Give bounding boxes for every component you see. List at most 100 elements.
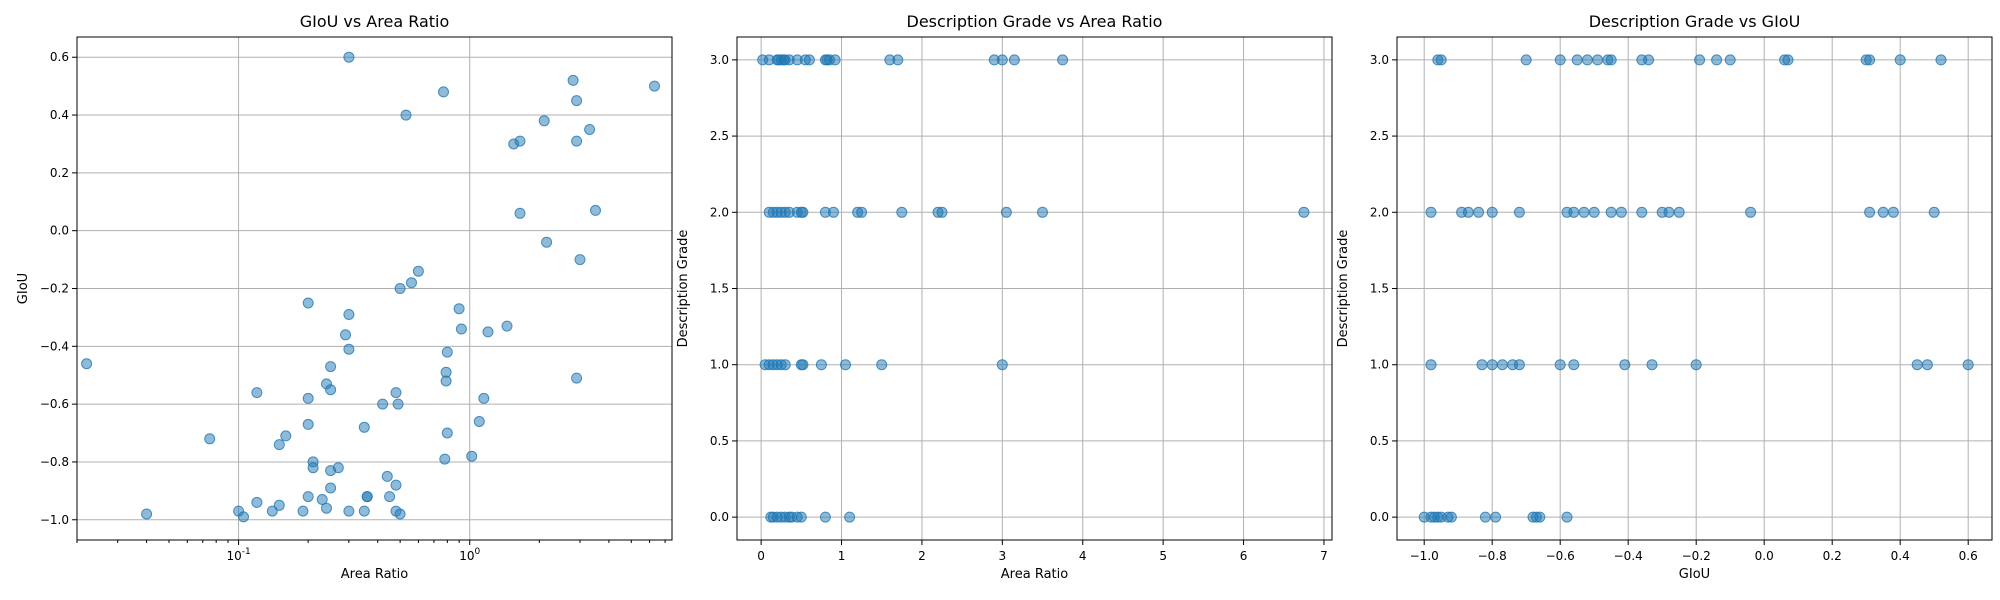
x-tick-label: 0.2 <box>1823 549 1842 563</box>
data-point <box>441 346 453 358</box>
data-point <box>1561 511 1573 523</box>
data-point <box>302 297 314 309</box>
data-point <box>795 511 807 523</box>
chart-panel-2: 0 1 2 3 4 5 6 7 0.0 0.5 1.0 1.5 2.0 2.5 3.0 Description… <box>676 12 1333 582</box>
y-axis-label: Description Grade <box>1336 230 1351 348</box>
data-point <box>1646 359 1658 371</box>
y-tick-label: 0.0 <box>1370 510 1389 524</box>
data-point <box>797 359 809 371</box>
data-point <box>1057 54 1069 66</box>
data-point <box>803 54 815 66</box>
data-point <box>1877 206 1889 218</box>
data-point <box>896 206 908 218</box>
data-point <box>473 416 485 427</box>
data-point <box>316 494 328 505</box>
data-point <box>1643 54 1655 66</box>
x-tick-label: 0.4 <box>1891 549 1910 563</box>
y-tick-label: 0.5 <box>710 434 729 448</box>
x-tick-label: −0.8 <box>1478 549 1507 563</box>
data-point <box>1513 206 1525 218</box>
data-point <box>478 392 490 404</box>
data-point <box>1571 54 1583 66</box>
data-point <box>1605 206 1617 218</box>
x-tick-label: 2 <box>918 549 926 563</box>
data-point <box>1445 511 1457 523</box>
data-point <box>1673 206 1685 218</box>
data-point <box>584 124 596 135</box>
data-point <box>1000 206 1012 218</box>
data-point <box>856 206 868 218</box>
data-point <box>1554 359 1566 371</box>
data-point <box>1690 359 1702 371</box>
data-point <box>1486 206 1498 218</box>
x-tick-label: 7 <box>1320 549 1328 563</box>
data-point <box>251 496 263 508</box>
data-point <box>238 511 249 523</box>
data-point <box>1425 359 1437 371</box>
data-point <box>1894 54 1906 66</box>
data-point <box>797 206 809 218</box>
chart-title: GIoU vs Area Ratio <box>300 12 450 31</box>
chart-panel-1: 10-1 100 −1.0 −0.8 −0.6 −0.4 −0.2 0.0 0.2 0.4 0.6 G… <box>16 12 673 582</box>
data-point <box>571 135 583 147</box>
data-point <box>325 361 337 373</box>
data-point <box>1578 206 1590 218</box>
x-tick-label: 3 <box>999 549 1007 563</box>
y-axis-label: GIoU <box>16 273 31 304</box>
data-point <box>876 359 888 371</box>
data-point <box>571 372 583 384</box>
data-point <box>343 309 355 320</box>
data-point <box>1298 206 1310 218</box>
data-point <box>1435 54 1447 66</box>
data-point <box>1636 206 1648 218</box>
data-point <box>400 109 412 121</box>
data-point <box>466 450 478 462</box>
x-tick-label: −0.4 <box>1614 549 1643 563</box>
data-point <box>514 135 526 147</box>
data-point <box>1911 359 1923 371</box>
x-axis-label: Area Ratio <box>341 567 408 582</box>
data-point <box>1592 54 1604 66</box>
data-point <box>1864 54 1876 66</box>
data-point <box>815 359 827 371</box>
data-point <box>332 462 344 474</box>
plot-frame <box>1396 36 1993 541</box>
x-tick-label: 1 <box>838 549 846 563</box>
data-point <box>1520 54 1532 66</box>
data-point <box>377 398 389 410</box>
data-point <box>1568 359 1580 371</box>
data-point <box>1568 206 1580 218</box>
data-point <box>440 366 452 378</box>
y-tick-label: 1.5 <box>1370 282 1389 296</box>
chart-title: Description Grade vs GIoU <box>1589 12 1801 31</box>
y-tick-label: 2.5 <box>1370 129 1389 143</box>
x-tick-label: −0.6 <box>1546 549 1575 563</box>
data-point <box>204 433 216 445</box>
data-point <box>649 80 660 92</box>
chart-panel-3: −1.0 −0.8 −0.6 −0.4 −0.2 0.0 0.2 0.4 0.6 0.0 0.5 1.… <box>1336 12 1993 582</box>
x-axis-label: Area Ratio <box>1001 567 1068 582</box>
data-point <box>1928 206 1940 218</box>
data-point <box>307 462 319 474</box>
data-point <box>482 326 494 338</box>
y-tick-label: 1.5 <box>710 282 729 296</box>
data-point <box>541 236 553 248</box>
data-point <box>1962 359 1974 371</box>
data-point <box>441 427 453 439</box>
data-point <box>361 491 373 503</box>
data-point <box>779 359 791 371</box>
data-point <box>1615 206 1627 218</box>
data-point <box>828 206 839 218</box>
data-point <box>302 491 314 503</box>
data-point <box>302 418 314 430</box>
data-point <box>343 51 355 63</box>
plot-frame <box>736 36 1333 541</box>
data-point <box>297 505 309 517</box>
data-point <box>381 470 393 482</box>
x-tick-label: 6 <box>1240 549 1248 563</box>
data-point <box>514 207 526 219</box>
data-point <box>936 206 948 218</box>
data-point <box>340 329 351 341</box>
data-point <box>1581 54 1593 66</box>
data-point <box>1694 54 1706 66</box>
